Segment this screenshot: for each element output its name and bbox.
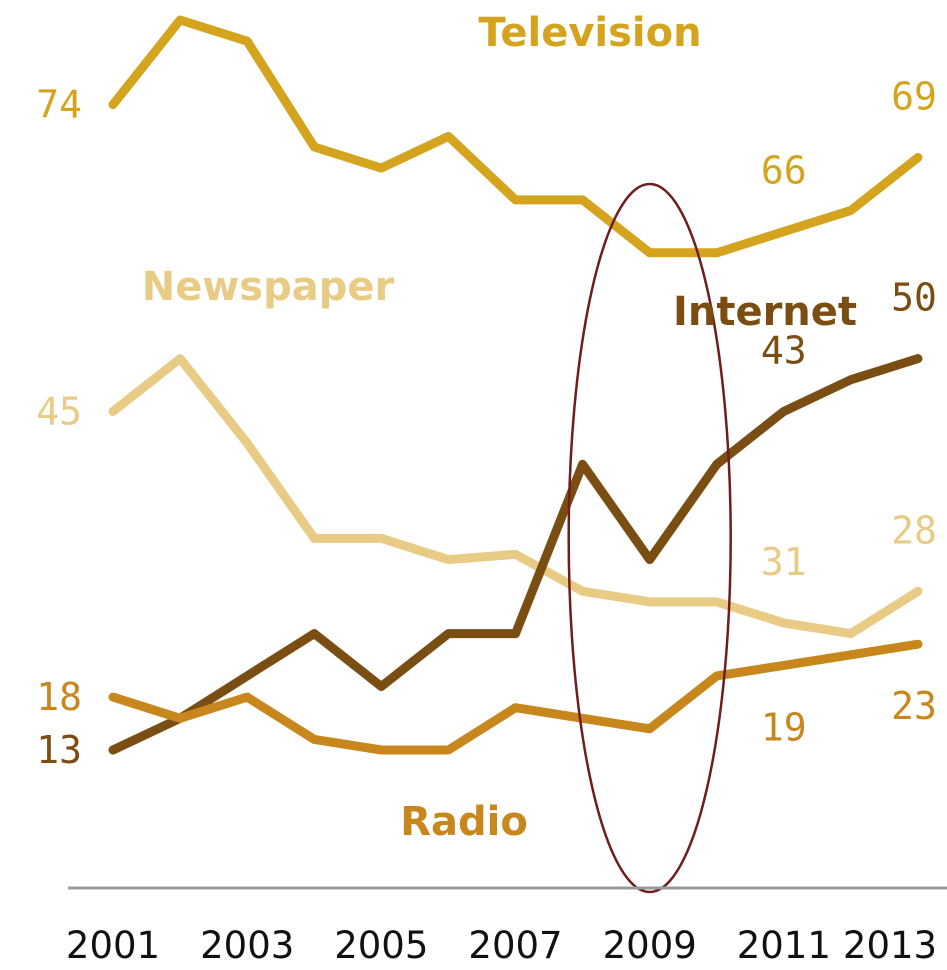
series-line-radio bbox=[108, 639, 923, 755]
series-line-television bbox=[108, 15, 923, 258]
x-tick-2009: 2009 bbox=[603, 924, 697, 967]
series-name-internet: Internet bbox=[673, 289, 857, 335]
series-line-newspaper bbox=[108, 354, 923, 639]
data-label-television-2011: 66 bbox=[761, 149, 807, 193]
series-name-newspaper: Newspaper bbox=[142, 264, 395, 310]
highlight-layer bbox=[567, 182, 732, 894]
x-tick-2007: 2007 bbox=[468, 924, 562, 967]
highlight-ellipse bbox=[567, 182, 732, 894]
data-label-radio-2011: 19 bbox=[761, 705, 807, 749]
x-tick-2011: 2011 bbox=[737, 924, 831, 967]
series-labels: Television Newspaper Internet Radio bbox=[142, 10, 857, 845]
data-label-television-2001: 74 bbox=[36, 83, 82, 127]
x-tick-2001: 2001 bbox=[66, 924, 160, 967]
series-name-radio: Radio bbox=[400, 799, 528, 845]
data-label-internet-2011: 43 bbox=[761, 328, 807, 372]
x-tick-2003: 2003 bbox=[200, 924, 294, 967]
x-tick-labels: 2001 2003 2005 2007 2009 2011 2013 bbox=[66, 924, 937, 967]
data-labels: 74 66 69 45 31 28 13 43 50 18 19 23 bbox=[36, 75, 937, 773]
data-label-newspaper-2013: 28 bbox=[891, 508, 937, 552]
x-tick-2005: 2005 bbox=[334, 924, 428, 967]
series-lines bbox=[108, 15, 923, 755]
series-line-internet bbox=[108, 354, 923, 755]
data-label-newspaper-2011: 31 bbox=[761, 540, 807, 584]
data-label-internet-2013: 50 bbox=[891, 276, 937, 320]
series-name-television: Television bbox=[478, 10, 701, 56]
data-label-radio-2001: 18 bbox=[36, 675, 82, 719]
data-label-newspaper-2001: 45 bbox=[36, 389, 82, 433]
data-label-internet-2001: 13 bbox=[36, 728, 82, 772]
x-tick-2013: 2013 bbox=[843, 924, 937, 967]
data-label-television-2013: 69 bbox=[891, 75, 937, 119]
data-label-radio-2013: 23 bbox=[891, 684, 937, 728]
